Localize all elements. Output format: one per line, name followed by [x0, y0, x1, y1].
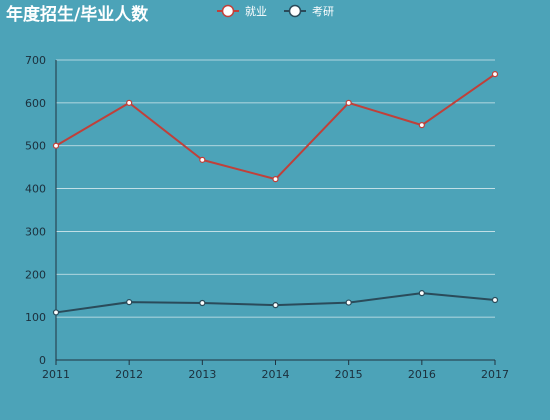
data-point[interactable]: [126, 299, 133, 306]
series-line-0: [55, 73, 496, 181]
y-tick-label: 100: [25, 311, 46, 324]
data-point[interactable]: [126, 99, 133, 106]
y-tick-label: 700: [25, 54, 46, 67]
x-tick-label: 2014: [262, 368, 290, 381]
data-point[interactable]: [272, 302, 279, 309]
data-point[interactable]: [418, 122, 425, 129]
chart-gridlines: [56, 59, 495, 318]
legend-label: 就业: [245, 4, 267, 18]
data-point[interactable]: [52, 142, 60, 149]
data-point[interactable]: [52, 309, 60, 316]
x-tick-label: 2017: [481, 368, 509, 381]
y-tick-label: 300: [25, 225, 46, 238]
chart-title: 年度招生/毕业人数: [6, 4, 149, 25]
y-tick-label: 0: [39, 354, 46, 367]
data-point[interactable]: [199, 299, 206, 307]
legend-label: 考研: [312, 5, 334, 18]
data-point[interactable]: [272, 176, 279, 183]
y-tick-label: 500: [25, 140, 46, 153]
data-point[interactable]: [491, 296, 499, 304]
x-tick-label: 2015: [335, 368, 363, 381]
legend-item-1[interactable]: 考研: [284, 4, 334, 18]
legend-item-0[interactable]: 就业: [217, 4, 267, 18]
y-tick-label: 200: [25, 268, 46, 281]
x-tick-label: 2011: [42, 368, 70, 381]
legend-marker-icon: [221, 4, 235, 18]
chart-series: [52, 71, 499, 316]
data-point[interactable]: [418, 290, 425, 297]
y-tick-label: 400: [25, 183, 46, 196]
chart-legend[interactable]: 就业 考研: [217, 4, 334, 18]
data-point[interactable]: [345, 99, 352, 106]
x-tick-label: 2012: [115, 368, 143, 381]
data-point[interactable]: [199, 156, 206, 163]
x-tick-label: 2016: [408, 368, 436, 381]
data-point[interactable]: [491, 71, 499, 78]
legend-marker-icon: [288, 4, 302, 18]
y-tick-label: 600: [25, 97, 46, 110]
data-point[interactable]: [345, 299, 352, 306]
x-tick-label: 2013: [188, 368, 216, 381]
